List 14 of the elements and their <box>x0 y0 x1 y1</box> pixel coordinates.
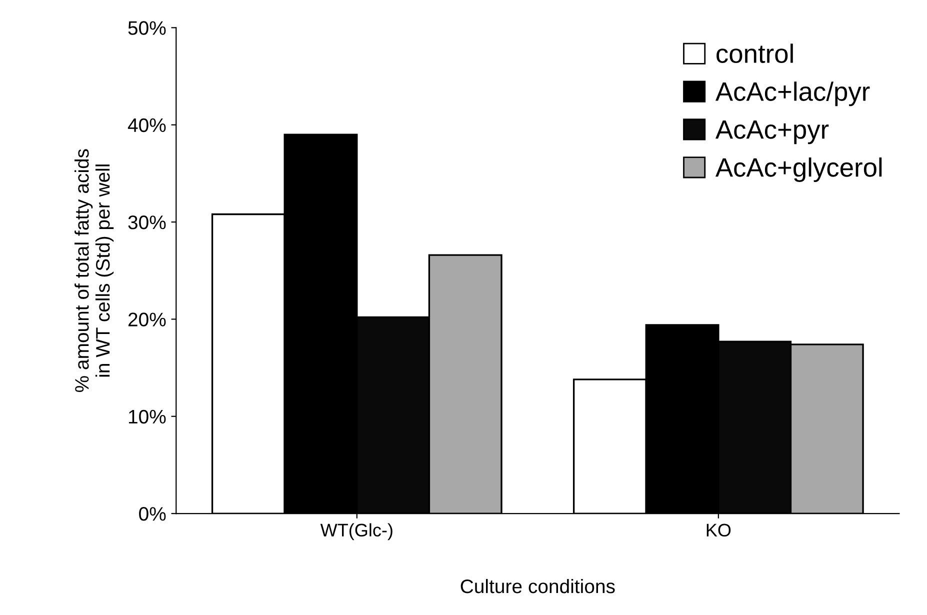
x-tick-label: KO <box>706 524 731 537</box>
legend-label: AcAc+glycerol <box>715 157 882 182</box>
x-axis-title: Culture conditions <box>460 578 615 594</box>
y-tick-label: 0% <box>139 506 166 521</box>
y-tick-label: 30% <box>128 215 166 230</box>
y-axis-title: % amount of total fatty acids in WT cells (Std) per well <box>74 149 114 392</box>
legend-label: AcAc+pyr <box>715 120 829 144</box>
y-tick-label: 10% <box>128 410 166 424</box>
y-tick-label: 20% <box>128 312 166 326</box>
y-tick-label: 40% <box>128 118 166 132</box>
legend-label: control <box>716 44 793 64</box>
legend-label: AcAc+lac/pyr <box>715 82 870 106</box>
x-tick-label: WT(Glc-) <box>320 523 392 540</box>
y-tick-label: 50% <box>128 21 166 35</box>
